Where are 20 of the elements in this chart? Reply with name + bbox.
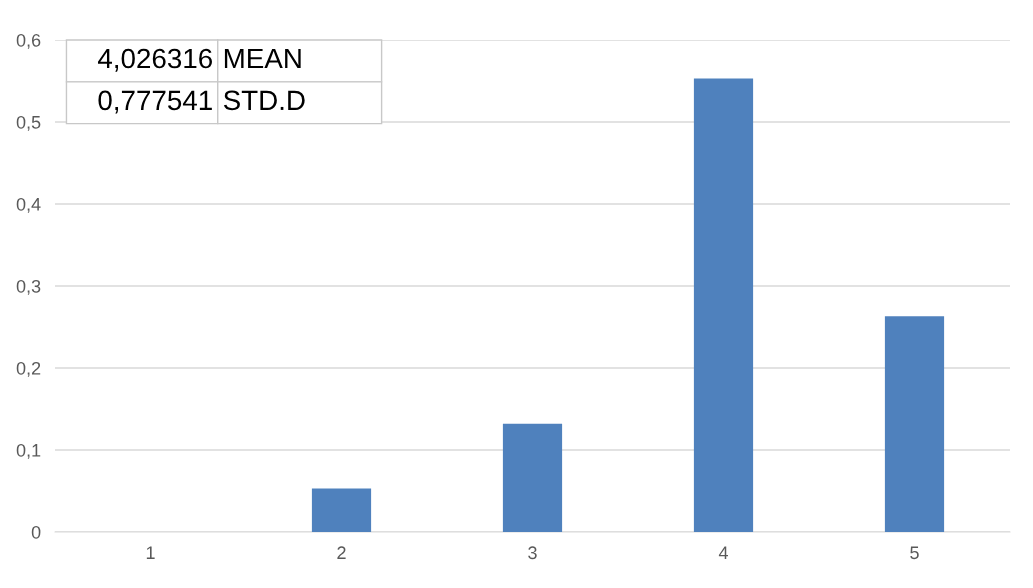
y-tick-label: 0,4 xyxy=(16,197,41,213)
annotation: 0,777541 xyxy=(98,90,212,114)
x-tick-label: 2 xyxy=(337,546,346,559)
x-tick-label: 3 xyxy=(528,546,537,560)
x-tick-label: 4 xyxy=(718,546,728,559)
y-tick-label: 0,6 xyxy=(16,33,41,49)
y-tick-label: 0 xyxy=(31,525,41,539)
y-tick-label: 0,3 xyxy=(16,279,41,295)
y-tick-label: 0,1 xyxy=(16,443,41,459)
bar xyxy=(693,78,754,532)
y-tick-label: 0,2 xyxy=(16,361,41,377)
y-tick-label: 0,5 xyxy=(16,115,41,131)
bar xyxy=(311,488,372,532)
bar xyxy=(884,316,945,532)
x-tick-label: 1 xyxy=(146,546,155,559)
x-tick-label: 5 xyxy=(910,546,919,560)
bar xyxy=(502,423,563,532)
annotation: STD.D xyxy=(223,90,305,111)
annotation: MEAN xyxy=(224,48,301,69)
annotation: 4,026316 xyxy=(97,48,212,72)
